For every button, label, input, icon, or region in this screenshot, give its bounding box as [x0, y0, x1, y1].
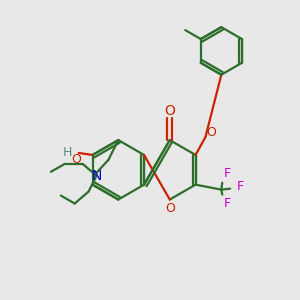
Text: O: O [164, 104, 175, 118]
Text: F: F [224, 167, 231, 180]
Text: H: H [63, 146, 73, 160]
Text: O: O [165, 202, 175, 215]
Text: O: O [206, 126, 216, 139]
Text: F: F [224, 197, 231, 210]
Text: F: F [236, 180, 244, 193]
Text: O: O [71, 153, 81, 167]
Text: N: N [91, 169, 102, 183]
